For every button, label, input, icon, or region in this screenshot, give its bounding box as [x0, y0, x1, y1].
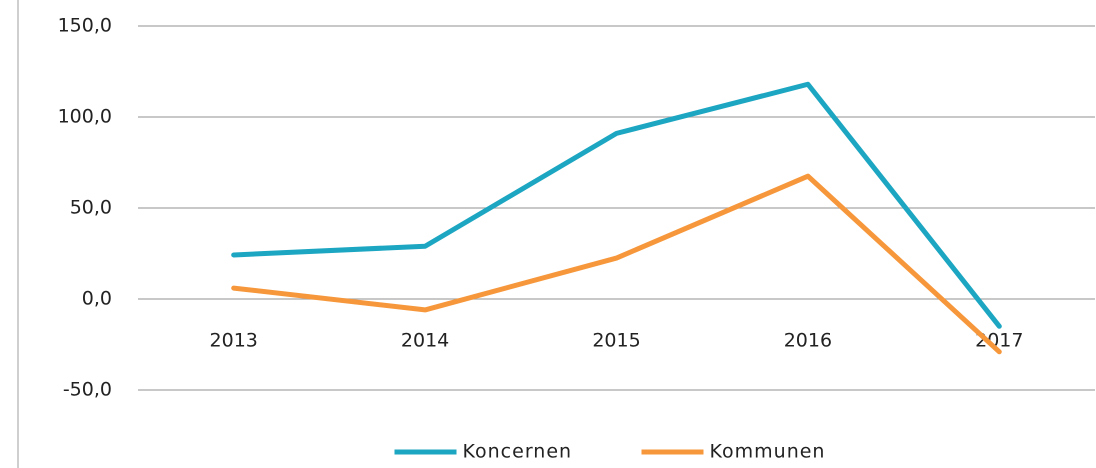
x-tick-label: 2017	[975, 330, 1023, 352]
y-tick-label: 0,0	[82, 288, 112, 310]
x-tick-label: 2013	[210, 330, 258, 352]
series-line	[231, 81, 1002, 329]
y-tick-label: 50,0	[70, 197, 112, 219]
series-line	[231, 173, 1002, 355]
x-tick-label: 2015	[592, 330, 640, 352]
x-tick-label: 2014	[401, 330, 449, 352]
legend-label: Kommunen	[710, 441, 826, 463]
y-tick-label: 150,0	[58, 15, 112, 37]
y-tick-label: 100,0	[58, 106, 112, 128]
x-tick-label: 2016	[784, 330, 832, 352]
y-tick-label: -50,0	[63, 379, 112, 401]
legend-label: Koncernen	[463, 441, 573, 463]
